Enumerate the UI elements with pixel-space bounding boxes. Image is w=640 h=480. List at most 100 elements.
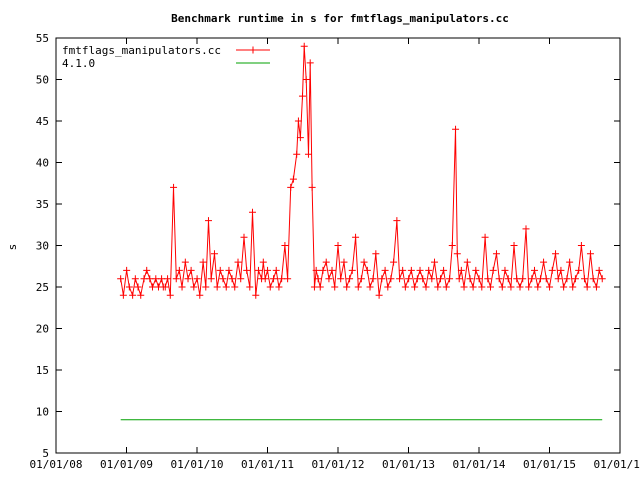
data-point (495, 275, 503, 283)
legend-label-0: fmtflags_manipulators.cc (62, 44, 221, 57)
data-point (252, 291, 260, 299)
data-point (580, 275, 588, 283)
data-point (243, 266, 251, 274)
x-tick-label: 01/01/11 (241, 458, 294, 471)
data-point (569, 283, 577, 291)
data-point (598, 275, 606, 283)
y-tick-label: 30 (36, 240, 49, 253)
data-point (481, 233, 489, 241)
data-point (134, 283, 142, 291)
data-point (234, 258, 242, 266)
data-point (172, 275, 180, 283)
data-point (583, 283, 591, 291)
data-point (492, 250, 500, 258)
data-point (298, 92, 306, 100)
data-point (222, 283, 230, 291)
data-point (202, 283, 210, 291)
data-point (554, 275, 562, 283)
data-point (469, 283, 477, 291)
y-tick-label: 50 (36, 74, 49, 87)
data-point (528, 275, 536, 283)
data-point (204, 217, 212, 225)
data-point (312, 266, 320, 274)
data-point (516, 283, 524, 291)
data-point (504, 275, 512, 283)
data-point (219, 275, 227, 283)
data-point (577, 242, 585, 249)
data-point (314, 275, 322, 283)
data-point (129, 291, 137, 299)
data-point (548, 266, 556, 274)
data-point (266, 283, 274, 291)
data-point (125, 283, 133, 291)
y-tick-label: 10 (36, 406, 49, 419)
data-point (293, 150, 301, 158)
data-point (284, 275, 292, 283)
data-point (453, 250, 461, 258)
data-point (237, 275, 245, 283)
data-point (486, 283, 494, 291)
x-tick-label: 01/01/14 (453, 458, 506, 471)
data-point (131, 275, 139, 283)
data-point (455, 275, 463, 283)
data-point (595, 266, 603, 274)
x-tick-label: 01/01/10 (171, 458, 224, 471)
data-point (540, 258, 548, 266)
data-point (334, 242, 342, 249)
data-point (366, 283, 374, 291)
data-point (534, 283, 542, 291)
x-tick-label: 01/01/09 (100, 458, 153, 471)
data-point (466, 275, 474, 283)
y-tick-label: 5 (42, 447, 49, 460)
data-point (399, 266, 407, 274)
data-point (170, 183, 178, 191)
data-point (452, 125, 460, 133)
data-point (425, 266, 433, 274)
data-point (363, 266, 371, 274)
data-point (331, 283, 339, 291)
data-point (272, 266, 280, 274)
x-tick-label: 01/01/16 (594, 458, 640, 471)
data-point (396, 275, 404, 283)
data-point (181, 258, 189, 266)
data-point (199, 258, 207, 266)
data-point (143, 266, 151, 274)
data-point (296, 134, 304, 142)
data-point (552, 250, 560, 258)
data-point (542, 275, 550, 283)
data-point (343, 283, 351, 291)
data-point (387, 275, 395, 283)
x-tick-label: 01/01/13 (382, 458, 435, 471)
y-tick-label: 45 (36, 115, 49, 128)
data-point (589, 275, 597, 283)
data-point (375, 291, 383, 299)
data-point (522, 225, 530, 233)
data-point (489, 266, 497, 274)
data-point (164, 275, 172, 283)
data-point (304, 150, 312, 158)
data-point (557, 266, 565, 274)
data-point (566, 258, 574, 266)
data-point (300, 42, 308, 50)
data-point (259, 258, 267, 266)
data-point (560, 283, 568, 291)
data-point (196, 291, 204, 299)
data-point (340, 258, 348, 266)
y-axis-label: s (6, 244, 19, 251)
legend: fmtflags_manipulators.cc4.1.0 (62, 44, 270, 70)
data-point (384, 283, 392, 291)
data-point (357, 275, 365, 283)
data-point (137, 291, 145, 299)
data-point (346, 275, 354, 283)
data-point (390, 258, 398, 266)
data-point (225, 266, 233, 274)
data-point (264, 266, 272, 274)
data-point (322, 258, 330, 266)
data-point (360, 258, 368, 266)
data-point (507, 283, 515, 291)
data-point (166, 291, 174, 299)
data-point (308, 183, 316, 191)
y-tick-label: 55 (36, 32, 49, 45)
data-point (442, 283, 450, 291)
